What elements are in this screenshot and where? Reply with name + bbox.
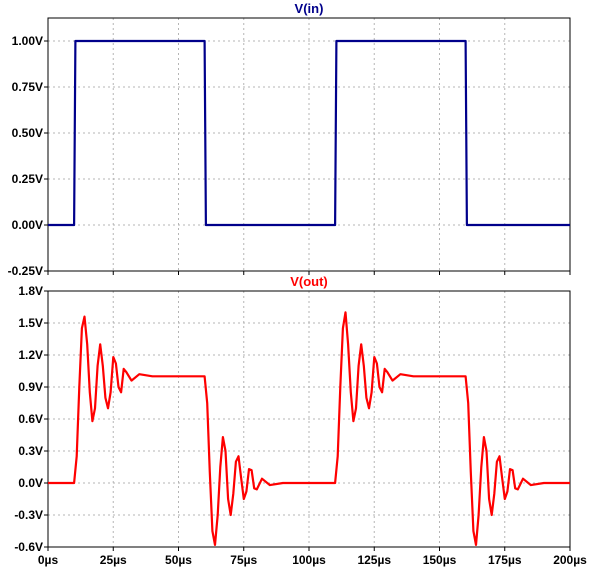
series-line bbox=[48, 311, 570, 547]
plot-title: V(in) bbox=[295, 1, 324, 16]
plot-title: V(out) bbox=[290, 274, 328, 289]
x-tick-label: 150µs bbox=[423, 553, 457, 567]
y-tick-label: 0.25V bbox=[12, 172, 43, 186]
y-tick-label: -0.3V bbox=[14, 508, 43, 522]
y-tick-label: -0.25V bbox=[8, 264, 43, 278]
series-line bbox=[48, 39, 570, 227]
y-tick-label: 0.00V bbox=[12, 218, 43, 232]
x-tick-label: 175µs bbox=[488, 553, 522, 567]
x-tick-label: 200µs bbox=[553, 553, 587, 567]
x-tick-label: 25µs bbox=[100, 553, 127, 567]
x-tick-label: 0µs bbox=[38, 553, 59, 567]
x-tick-label: 50µs bbox=[165, 553, 192, 567]
y-tick-label: 1.2V bbox=[18, 348, 43, 362]
y-tick-label: 1.8V bbox=[18, 284, 43, 298]
y-tick-label: 0.3V bbox=[18, 444, 43, 458]
x-tick-label: 125µs bbox=[357, 553, 391, 567]
y-tick-label: 0.0V bbox=[18, 476, 43, 490]
y-tick-label: 1.00V bbox=[12, 34, 43, 48]
x-tick-label: 75µs bbox=[230, 553, 257, 567]
y-tick-label: 0.75V bbox=[12, 80, 43, 94]
y-tick-label: 0.6V bbox=[18, 412, 43, 426]
x-tick-label: 100µs bbox=[292, 553, 326, 567]
y-tick-label: 0.50V bbox=[12, 126, 43, 140]
y-tick-label: -0.6V bbox=[14, 540, 43, 554]
y-tick-label: 0.9V bbox=[18, 380, 43, 394]
y-tick-label: 1.5V bbox=[18, 316, 43, 330]
